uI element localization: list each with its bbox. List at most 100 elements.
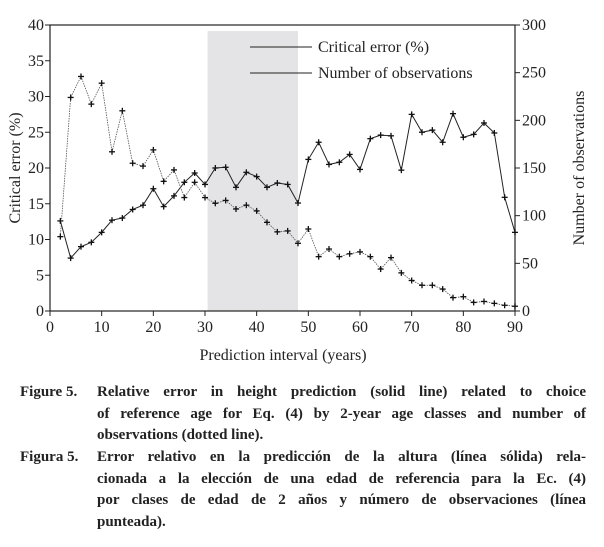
point-critical-error (305, 156, 312, 163)
y2-tick-label: 150 (522, 160, 546, 177)
point-critical-error (419, 129, 425, 136)
point-observations (408, 277, 415, 284)
y2-axis-title: Number of observations (571, 91, 588, 246)
point-critical-error (398, 167, 405, 174)
caption-line: of reference age for Eq. (4) by 2-year a… (97, 405, 586, 422)
caption-line: Error relativo en la predicción de la al… (97, 449, 586, 465)
point-critical-error (140, 202, 146, 209)
point-observations (388, 254, 394, 261)
point-observations (367, 253, 374, 260)
point-observations (98, 80, 105, 87)
point-observations (119, 107, 126, 114)
point-observations (336, 253, 343, 260)
point-observations (212, 200, 219, 207)
caption-line: cionada a la elección de una edad de ref… (97, 470, 586, 487)
y2-tick-label: 50 (522, 255, 538, 272)
x-axis-title: Prediction interval (years) (199, 347, 366, 364)
x-tick-label: 0 (46, 319, 54, 336)
caption-body: Relative error in height prediction (sol… (97, 382, 586, 447)
point-critical-error (377, 132, 384, 139)
caption-english: Figure 5. Relative error in height predi… (20, 382, 586, 447)
x-tick-label: 30 (197, 319, 213, 336)
y2-tick-label: 200 (522, 112, 546, 129)
point-critical-error (491, 129, 498, 136)
point-observations (491, 300, 498, 307)
caption-body: Error relativo en la predicción de la al… (97, 447, 586, 533)
point-critical-error (481, 119, 487, 126)
point-observations (284, 227, 291, 234)
y2-tick-label: 0 (522, 303, 530, 320)
y-tick-label: 0 (36, 303, 44, 320)
point-critical-error (243, 169, 250, 176)
caption-line: por clases de edad de 2 años y número de… (97, 492, 586, 508)
point-critical-error (450, 110, 456, 117)
point-observations (512, 303, 518, 310)
point-critical-error (295, 200, 301, 207)
series-line-observations (59, 75, 516, 307)
x-tick-label: 70 (404, 319, 420, 336)
point-critical-error (346, 151, 353, 158)
point-observations (253, 207, 260, 214)
point-critical-error (222, 164, 229, 171)
y-tick-label: 5 (36, 267, 44, 284)
point-observations (202, 194, 208, 201)
point-observations (274, 228, 281, 235)
point-observations (67, 94, 74, 101)
point-critical-error (326, 161, 332, 168)
point-critical-error (119, 215, 126, 222)
legend-critical-error: Critical error (%) (318, 39, 429, 56)
point-critical-error (336, 159, 343, 166)
y-tick-label: 30 (28, 89, 44, 106)
x-tick-label: 90 (507, 319, 523, 336)
point-observations (129, 160, 136, 167)
x-tick-label: 20 (145, 319, 161, 336)
point-critical-error (284, 181, 291, 188)
point-observations (57, 233, 64, 240)
point-critical-error (129, 206, 136, 213)
point-observations (460, 293, 467, 300)
y-tick-label: 10 (28, 232, 44, 249)
y2-tick-label: 100 (522, 208, 546, 225)
point-observations (377, 266, 384, 273)
point-critical-error (253, 173, 260, 180)
legend: Critical error (%) Number of observation… (250, 39, 473, 82)
point-critical-error (367, 135, 374, 142)
point-observations (481, 298, 487, 305)
point-critical-error (357, 166, 363, 173)
point-critical-error (202, 181, 208, 188)
point-observations (501, 302, 508, 309)
point-critical-error (501, 194, 508, 201)
chart: 0 10 20 30 40 50 60 70 80 90051015202530354005010… (7, 17, 588, 364)
point-critical-error (264, 184, 270, 191)
point-observations (233, 205, 239, 212)
point-critical-error (171, 192, 177, 199)
point-observations (243, 202, 250, 209)
point-critical-error (460, 134, 467, 141)
point-critical-error (212, 165, 219, 171)
point-critical-error (98, 229, 105, 236)
point-observations (326, 246, 332, 253)
point-critical-error (274, 180, 281, 187)
legend-observations: Number of observations (318, 65, 473, 82)
point-critical-error (67, 255, 74, 262)
caption-line: Relative error in height prediction (sol… (97, 384, 586, 400)
point-critical-error (388, 132, 394, 139)
caption-line: punteada). (97, 513, 166, 530)
point-critical-error (109, 217, 115, 224)
y-tick-label: 20 (28, 160, 44, 177)
point-observations (222, 197, 229, 204)
point-observations (419, 282, 425, 289)
x-tick-label: 10 (94, 319, 110, 336)
point-critical-error (408, 111, 415, 118)
point-observations (295, 240, 301, 247)
y2-tick-label: 250 (522, 65, 546, 82)
point-observations (450, 294, 456, 301)
point-critical-error (233, 184, 239, 191)
point-observations (171, 166, 177, 173)
point-critical-error (160, 203, 167, 210)
y-axis-title: Critical error (%) (7, 112, 24, 223)
x-tick-label: 80 (455, 319, 471, 336)
x-tick-label: 40 (249, 319, 265, 336)
point-observations (346, 250, 353, 257)
y2-tick-label: 300 (522, 17, 546, 34)
